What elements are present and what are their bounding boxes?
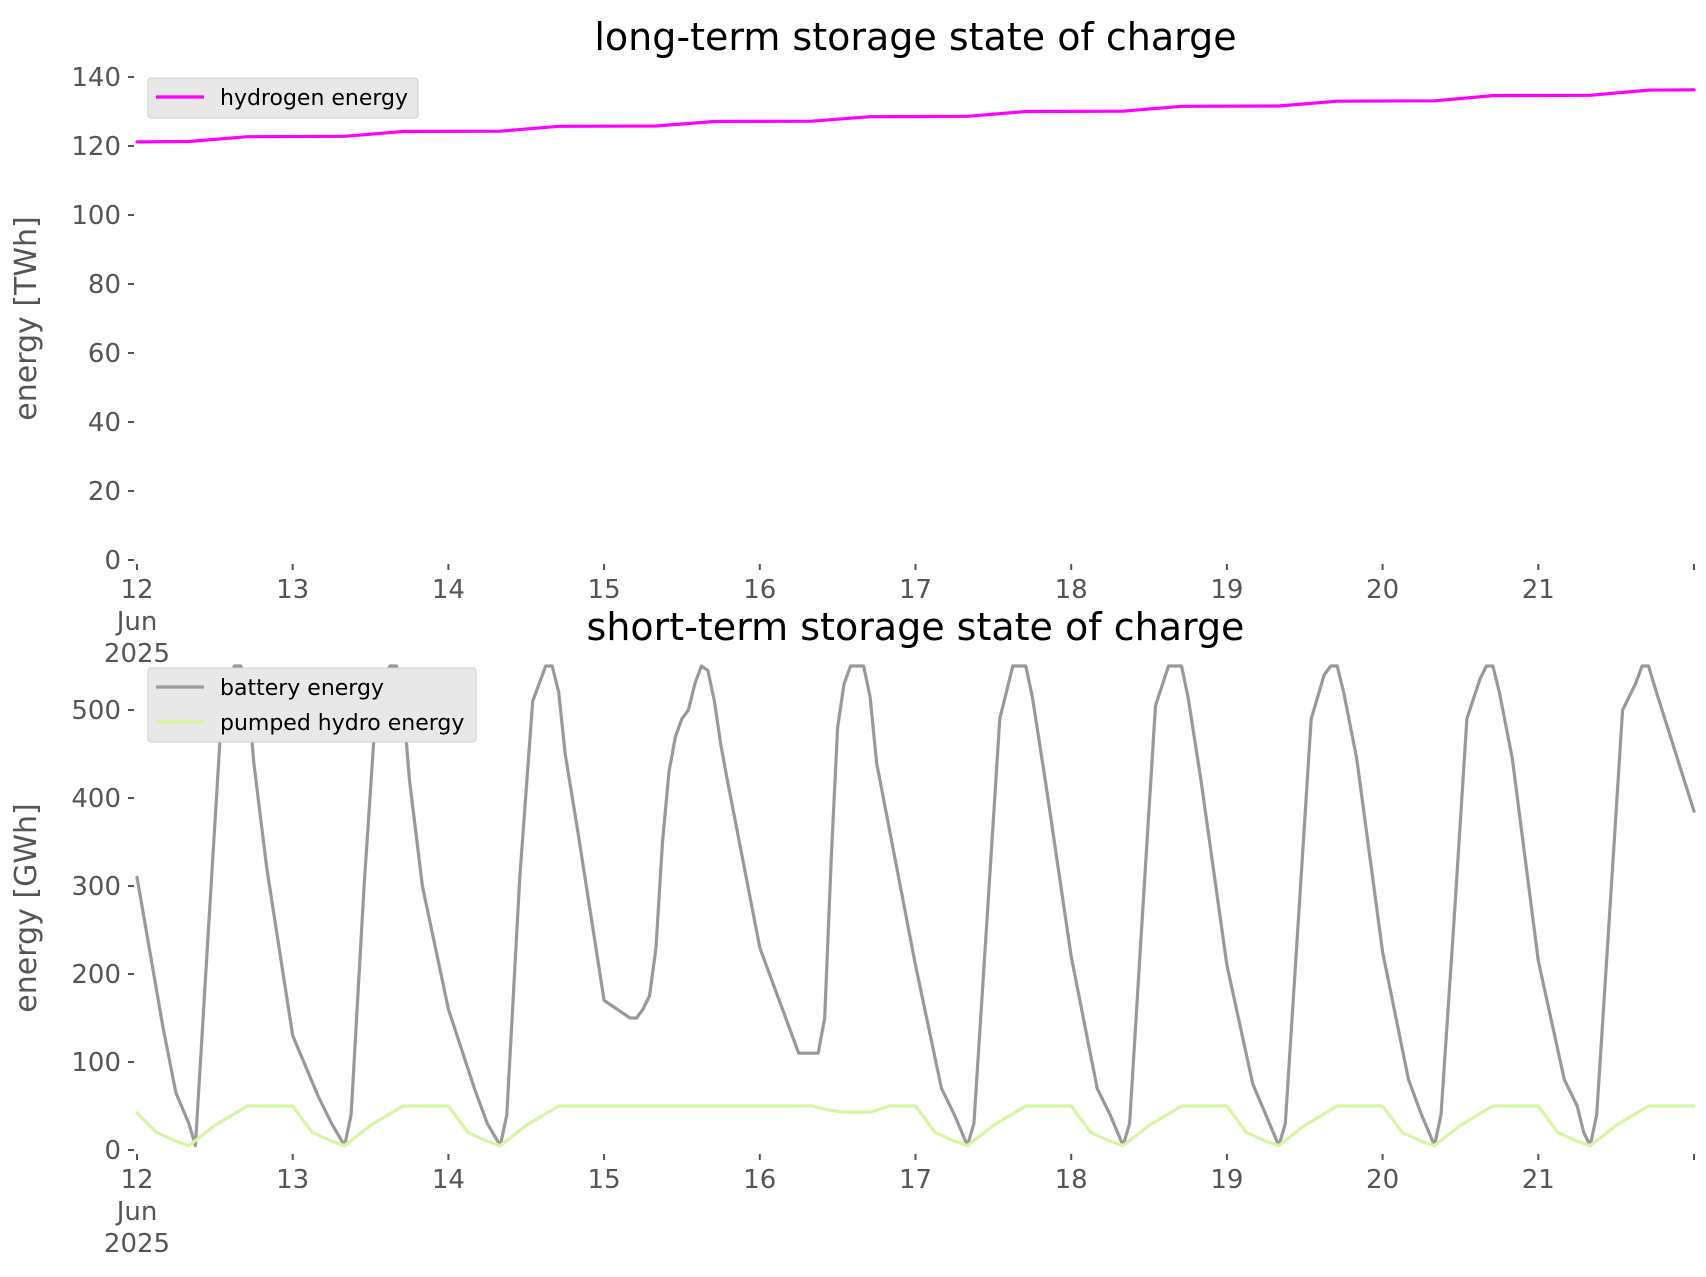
x-tick-label: 15: [588, 1165, 621, 1195]
y-tick-label: 200: [71, 960, 121, 990]
series-line-pumped-hydro-energy: [135, 1104, 1696, 1148]
chart-title: short-term storage state of charge: [587, 605, 1245, 649]
x-tick-label: 13: [276, 1165, 309, 1195]
x-tick-label: 16: [743, 575, 776, 605]
chart-title: long-term storage state of charge: [594, 15, 1236, 59]
x-tick-label: 13: [276, 575, 309, 605]
chart-panels: long-term storage state of charge energy …: [9, 15, 1696, 1259]
chart-panel-1: long-term storage state of charge energy …: [9, 15, 1696, 669]
x-tick-label: 20: [1366, 1165, 1399, 1195]
y-tick-label: 60: [88, 339, 121, 369]
y-tick-label: 100: [71, 201, 121, 231]
x-tick-label: 14: [432, 1165, 465, 1195]
y-axis-label: energy [GWh]: [9, 803, 44, 1012]
x-tick-label: 17: [899, 575, 932, 605]
x-tick-label: 21: [1522, 575, 1555, 605]
legend: hydrogen energy: [147, 77, 419, 119]
x-tick-label: 12 Jun 2025: [104, 1165, 170, 1259]
x-tick-label: 16: [743, 1165, 776, 1195]
y-axis-label: energy [TWh]: [9, 216, 44, 420]
x-tick-label: 19: [1210, 1165, 1243, 1195]
x-tick-label: 18: [1055, 1165, 1088, 1195]
legend-label: pumped hydro energy: [220, 711, 464, 736]
y-tick-label: 80: [88, 270, 121, 300]
x-tick-label: 18: [1055, 575, 1088, 605]
y-tick-label: 300: [71, 872, 121, 902]
legend-label: hydrogen energy: [220, 86, 408, 111]
y-tick-label: 0: [104, 546, 121, 576]
legend: battery energy pumped hydro energy: [147, 667, 477, 743]
y-tick-label: 100: [71, 1048, 121, 1078]
x-tick-label: 20: [1366, 575, 1399, 605]
x-tick-label: 12 Jun 2025: [104, 575, 170, 669]
y-tick-label: 120: [71, 132, 121, 162]
x-tick-label: 17: [899, 1165, 932, 1195]
x-tick-label: 21: [1522, 1165, 1555, 1195]
y-tick-label: 400: [71, 784, 121, 814]
series-line-hydrogen-energy: [135, 88, 1696, 144]
chart-panel-2: short-term storage state of charge energy…: [9, 605, 1696, 1259]
legend-box: [147, 77, 419, 119]
y-tick-label: 40: [88, 408, 121, 438]
x-tick-label: 15: [588, 575, 621, 605]
legend-box: [147, 667, 477, 743]
y-tick-label: 140: [71, 63, 121, 93]
y-tick-label: 20: [88, 477, 121, 507]
y-tick-label: 0: [104, 1136, 121, 1166]
x-tick-label: 14: [432, 575, 465, 605]
y-tick-label: 500: [71, 696, 121, 726]
legend-label: battery energy: [220, 676, 384, 701]
x-tick-label: 19: [1210, 575, 1243, 605]
